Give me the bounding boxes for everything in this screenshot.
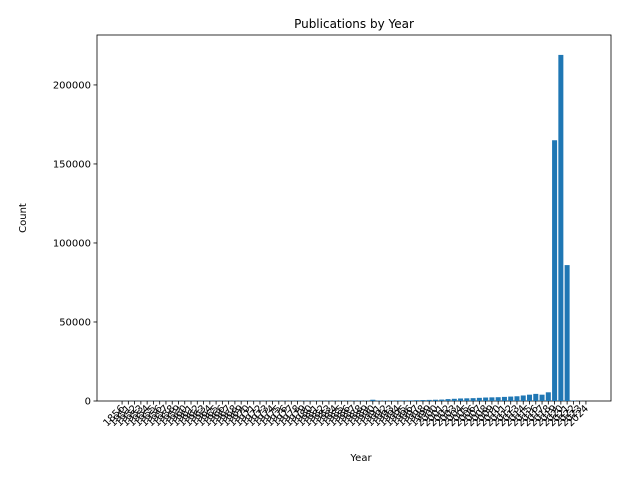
bar bbox=[501, 396, 507, 401]
bar bbox=[476, 397, 482, 401]
bar bbox=[389, 400, 395, 401]
bar bbox=[451, 398, 457, 401]
y-tick-label: 100000 bbox=[53, 238, 91, 249]
bar bbox=[545, 392, 551, 401]
bar bbox=[495, 397, 501, 401]
bar bbox=[508, 396, 514, 401]
bar bbox=[533, 393, 539, 401]
y-tick-label: 50000 bbox=[59, 317, 91, 328]
bar bbox=[420, 400, 426, 401]
bar bbox=[483, 397, 489, 401]
bar bbox=[458, 398, 464, 401]
bar bbox=[564, 265, 570, 401]
axes-frame bbox=[96, 34, 612, 402]
y-tick-label: 150000 bbox=[53, 159, 91, 170]
bar bbox=[432, 399, 438, 401]
bar bbox=[464, 398, 470, 401]
bar bbox=[414, 400, 420, 401]
bar bbox=[489, 397, 495, 401]
bar bbox=[401, 400, 407, 401]
bar bbox=[527, 394, 533, 401]
bar bbox=[407, 400, 413, 401]
bar bbox=[539, 394, 545, 401]
y-axis-label: Count bbox=[18, 203, 29, 233]
bar bbox=[520, 395, 526, 401]
y-tick-label: 200000 bbox=[53, 80, 91, 91]
chart-title: Publications by Year bbox=[294, 17, 414, 31]
bar bbox=[514, 396, 520, 401]
bar bbox=[439, 399, 445, 401]
bar bbox=[552, 140, 558, 401]
bar bbox=[395, 400, 401, 401]
bar bbox=[426, 399, 432, 401]
bar bbox=[470, 398, 476, 401]
bar bbox=[445, 399, 451, 401]
y-tick-label: 0 bbox=[85, 397, 91, 408]
bar bbox=[382, 400, 388, 401]
x-axis-label: Year bbox=[349, 453, 372, 464]
bar bbox=[370, 399, 376, 401]
bar bbox=[558, 54, 564, 401]
